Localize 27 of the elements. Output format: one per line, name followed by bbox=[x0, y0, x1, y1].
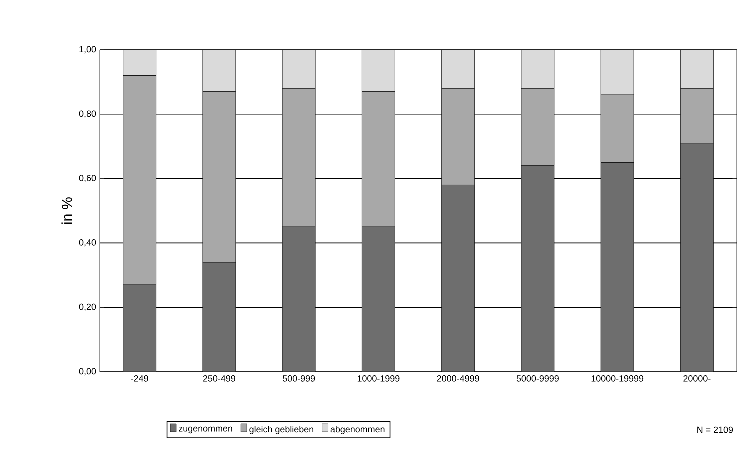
bar bbox=[282, 226, 316, 372]
bar bbox=[521, 166, 555, 372]
x-tick-label: 250-499 bbox=[203, 376, 236, 382]
y-tick-label: 0,60 bbox=[79, 175, 96, 182]
text: N = 2109 bbox=[698, 426, 734, 434]
bar bbox=[442, 185, 476, 372]
y-tick-label: 0,00 bbox=[79, 368, 96, 376]
y-tick-label: 0,20 bbox=[79, 304, 96, 312]
bar bbox=[600, 162, 634, 372]
legend-label: gleich geblieben bbox=[250, 426, 314, 434]
x-tick-label: -249 bbox=[131, 376, 148, 382]
bar bbox=[680, 143, 714, 372]
bar bbox=[123, 284, 157, 372]
bar bbox=[202, 262, 236, 372]
legend-label: zugenommen bbox=[179, 426, 232, 434]
y-tick-label: 0,40 bbox=[79, 239, 96, 247]
y-tick-label: 1,00 bbox=[80, 46, 96, 54]
x-tick-label: 20000- bbox=[684, 376, 711, 382]
y-tick-label: 0,80 bbox=[79, 110, 96, 118]
x-tick-label: 5000-9999 bbox=[516, 376, 559, 382]
y-axis-title: in % bbox=[62, 198, 72, 224]
bar bbox=[362, 226, 396, 372]
legend-label: abgenommen bbox=[330, 426, 385, 434]
x-tick-label: 500-999 bbox=[282, 376, 316, 382]
x-tick-label: 1000-1999 bbox=[358, 376, 400, 382]
x-tick-label: 10000-19999 bbox=[592, 376, 644, 382]
x-tick-label: 2000-4999 bbox=[437, 376, 480, 382]
